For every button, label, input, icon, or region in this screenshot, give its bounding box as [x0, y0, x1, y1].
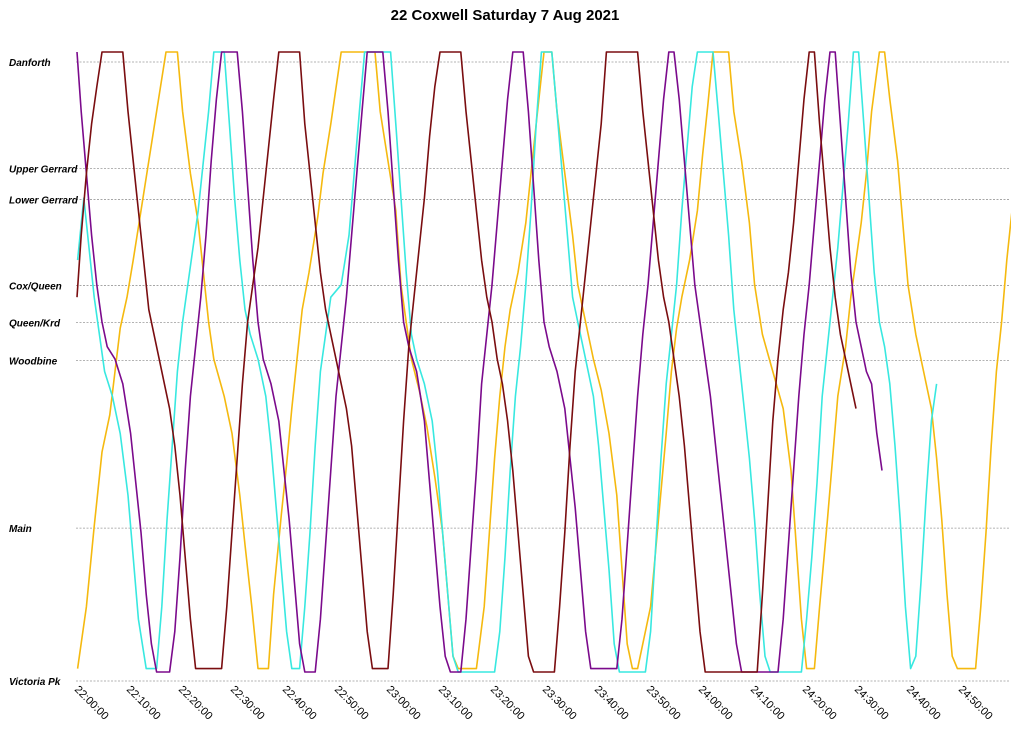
series-line-4 [76, 51, 857, 673]
stop-label: Danforth [9, 58, 51, 69]
stop-label: Woodbine [9, 356, 58, 367]
series-line-3 [76, 51, 883, 673]
stop-label: Victoria Pk [9, 677, 61, 688]
stop-label: Cox/Queen [9, 281, 62, 292]
stop-labels: Danforth Upper Gerrard Lower Gerrard Cox/Qu… [9, 58, 79, 688]
stop-label: Main [9, 524, 32, 535]
chart-title: 22 Coxwell Saturday 7 Aug 2021 [391, 7, 620, 24]
stop-label: Queen/Krd [9, 319, 61, 330]
stop-label: Lower Gerrard [9, 195, 79, 206]
series-lines [76, 51, 1011, 673]
stop-label: Upper Gerrard [9, 164, 78, 175]
series-line-2 [76, 51, 938, 673]
